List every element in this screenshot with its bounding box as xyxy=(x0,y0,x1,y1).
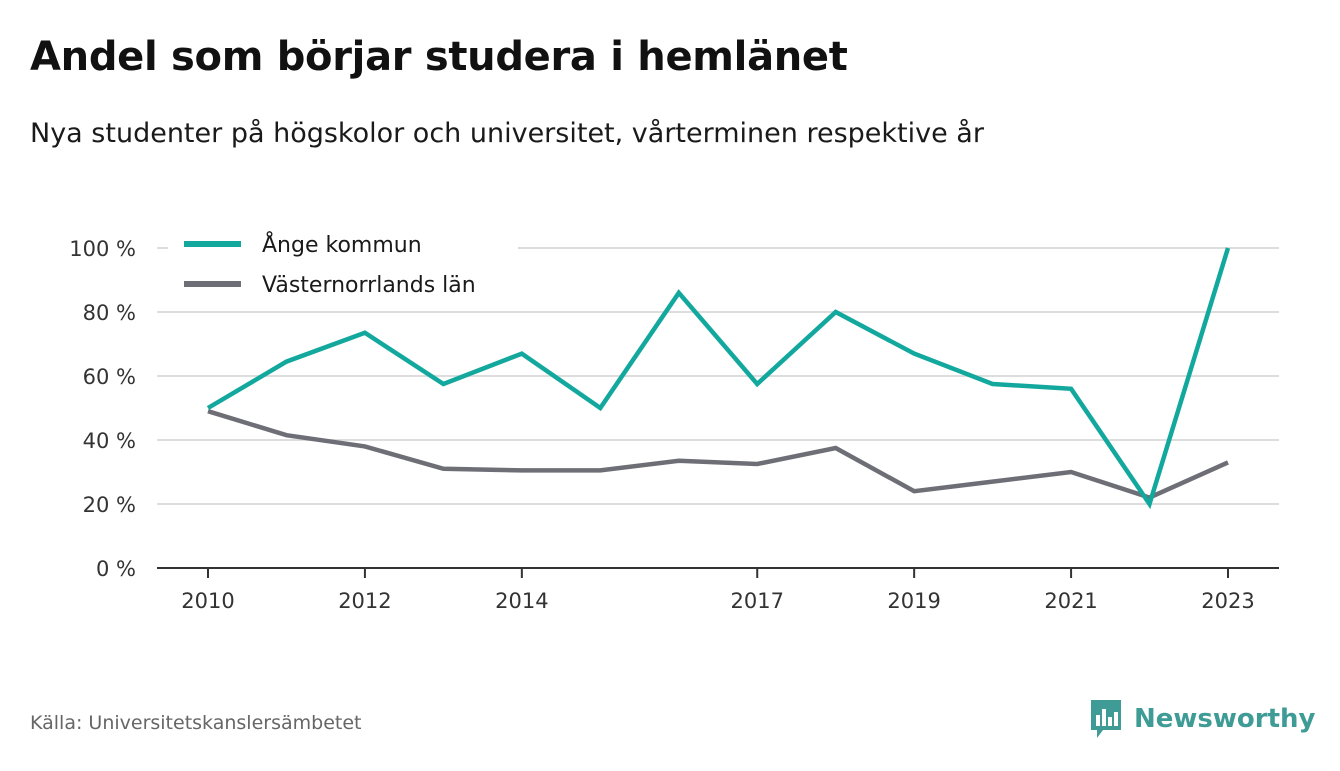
x-tick-label: 2023 xyxy=(1201,589,1254,613)
x-axis: 2010 2012 2014 2017 2019 2021 2023 xyxy=(157,567,1279,613)
chart-title: Andel som börjar studera i hemlänet xyxy=(30,34,848,80)
legend-background xyxy=(168,226,518,310)
legend-label: Västernorrlands län xyxy=(262,273,476,298)
y-tick-label: 80 % xyxy=(83,301,136,325)
y-tick-label: 60 % xyxy=(83,365,136,389)
legend: Ånge kommun Västernorrlands län xyxy=(168,226,518,310)
legend-label: Ånge kommun xyxy=(262,231,422,258)
y-tick-label: 100 % xyxy=(69,237,136,261)
x-tick-label: 2010 xyxy=(181,589,234,613)
x-tick-label: 2019 xyxy=(887,589,940,613)
brand-name: Newsworthy xyxy=(1134,704,1316,734)
y-tick-label: 20 % xyxy=(83,493,136,517)
series-lines xyxy=(206,247,1231,510)
y-axis-labels: 0 % 20 % 40 % 60 % 80 % 100 % xyxy=(69,237,136,581)
series-line xyxy=(206,247,1231,510)
newsworthy-logo-icon xyxy=(1091,700,1121,738)
y-tick-label: 40 % xyxy=(83,429,136,453)
source-note: Källa: Universitetskanslersämbetet xyxy=(30,712,362,734)
y-tick-label: 0 % xyxy=(96,557,136,581)
x-tick-label: 2014 xyxy=(495,589,548,613)
x-tick-label: 2012 xyxy=(338,589,391,613)
x-tick-label: 2021 xyxy=(1044,589,1097,613)
brand-logo: Newsworthy xyxy=(1088,697,1315,741)
series-line xyxy=(207,409,1229,501)
chart-subtitle: Nya studenter på högskolor och universit… xyxy=(30,118,984,149)
x-tick-label: 2017 xyxy=(731,589,784,613)
